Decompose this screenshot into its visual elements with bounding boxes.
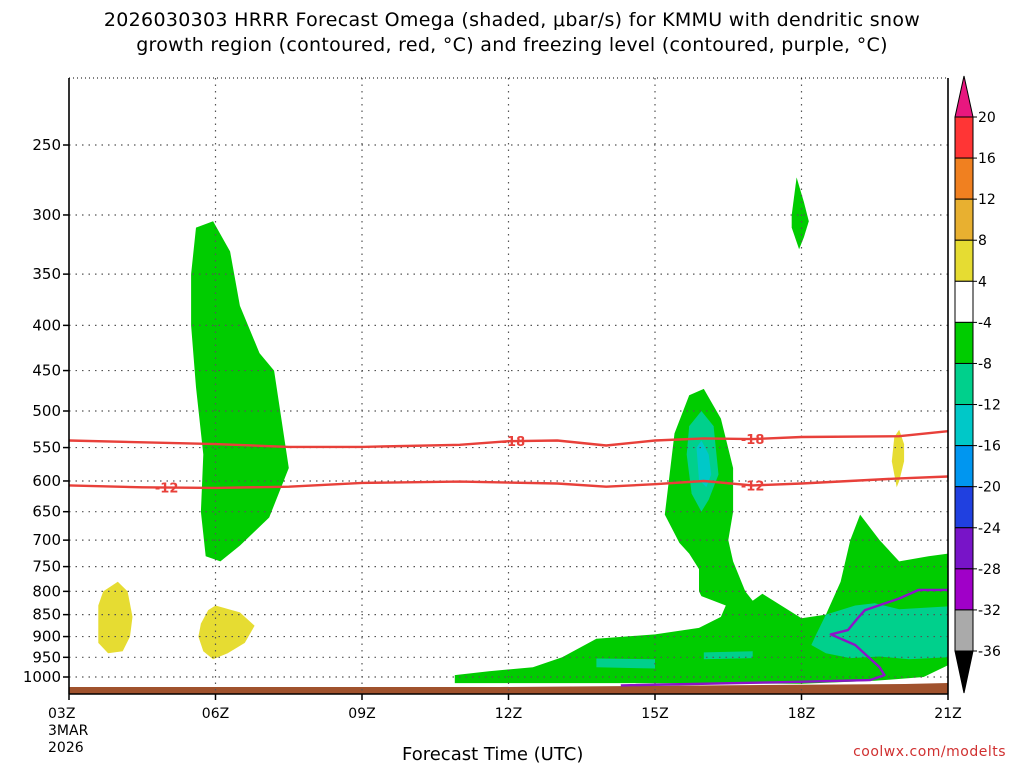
title-line-2: growth region (contoured, red, °C) and f… [136, 34, 888, 56]
colorbar-label-2: 12 [978, 192, 996, 208]
colorbar-label-13: -36 [978, 644, 1001, 660]
contour-label--18-1: -18 [741, 433, 765, 448]
watermark: coolwx.com/modelts [853, 744, 1006, 760]
colorbar-swatch-6 [954, 362, 974, 406]
x-tick-label-09Z: 09Z [348, 706, 375, 722]
y-tick-label-350: 350 [32, 265, 61, 283]
x-tick-label-03Z: 03Z [48, 706, 75, 722]
y-tick-label-400: 400 [32, 316, 61, 334]
colorbar-label-3: 8 [978, 233, 987, 249]
y-tick-label-450: 450 [32, 362, 61, 380]
x-tick-label-21Z: 21Z [934, 706, 961, 722]
colorbar-swatch-8 [954, 445, 974, 488]
ground-strip [69, 683, 948, 694]
shaded-region-teal-19-21Z [811, 603, 948, 660]
colorbar-swatch-1 [954, 157, 974, 200]
shaded-region-green-0608Z-mid [191, 221, 289, 562]
x-tick-date: 3MAR [48, 723, 89, 739]
colorbar-swatch-11 [954, 568, 974, 611]
colorbar-bottom-arrow [954, 650, 974, 694]
y-tick-label-550: 550 [32, 439, 61, 457]
colorbar-label-0: 20 [978, 110, 996, 126]
colorbar-swatch-12 [954, 609, 974, 652]
colorbar: 20 16 12 8 4 -4 -8 -12 -16 -20 -24 -28 -32 -36 [954, 75, 1001, 694]
y-tick-label-750: 750 [32, 558, 61, 576]
colorbar-label-12: -32 [978, 603, 1001, 619]
shaded-region-teal-16-17Z-low [703, 651, 753, 660]
x-tick-label-06Z: 06Z [202, 706, 229, 722]
y-tick-label-500: 500 [32, 402, 61, 420]
y-axis-ticks: 250 300 350 400 450 500 550 600 650 700 750 800 850 9… [23, 136, 69, 686]
colorbar-top-arrow [954, 75, 974, 118]
contour-dgz--18C [68, 430, 949, 449]
contour-freezing-level-0C [620, 588, 948, 687]
y-tick-label-850: 850 [32, 606, 61, 624]
colorbar-label-9: -20 [978, 480, 1001, 496]
contour-label--12-0: -12 [155, 482, 179, 497]
colorbar-label-5: -4 [978, 315, 992, 331]
x-tick-year: 2026 [48, 740, 84, 756]
colorbar-label-7: -12 [978, 398, 1001, 414]
contour-label--18-0: -18 [502, 435, 526, 450]
x-tick-label-12Z: 12Z [495, 706, 522, 722]
chart-title: 2026030303 HRRR Forecast Omega (shaded, … [0, 8, 1024, 58]
shaded-region-yellow-06-07Z [198, 605, 255, 660]
y-tick-label-600: 600 [32, 472, 61, 490]
colorbar-label-10: -24 [978, 521, 1001, 537]
x-tick-label-18Z: 18Z [788, 706, 815, 722]
shaded-region-yellow-20Z [891, 429, 905, 488]
shaded-region-green-15-17Z [454, 388, 948, 684]
colorbar-swatch-7 [954, 404, 974, 447]
colorbar-swatch-2 [954, 198, 974, 241]
shaded-region-green-18Z-upper [791, 177, 809, 250]
contour-label--12-1: -12 [741, 479, 765, 494]
ground-layer [69, 683, 948, 694]
shaded-region-teal-14Z-low [596, 658, 655, 669]
colorbar-swatch-5 [954, 321, 974, 364]
colorbar-label-4: 4 [978, 274, 987, 290]
colorbar-label-11: -28 [978, 562, 1001, 578]
contour-lines: -18 -18 -12 -12 [68, 430, 949, 687]
shaded-regions [98, 177, 948, 684]
colorbar-swatch-10 [954, 527, 974, 570]
y-tick-label-250: 250 [32, 136, 61, 154]
title-line-1: 2026030303 HRRR Forecast Omega (shaded, … [103, 9, 921, 31]
colorbar-label-6: -8 [978, 356, 992, 372]
colorbar-swatch-0 [954, 116, 974, 159]
shaded-region-yellow-04Z [98, 581, 133, 654]
y-tick-label-800: 800 [32, 582, 61, 600]
y-tick-label-900: 900 [32, 628, 61, 646]
x-axis-label: Forecast Time (UTC) [402, 744, 584, 765]
y-tick-label-1000: 1000 [23, 668, 61, 686]
shaded-region-cyan-16Z-mid [696, 440, 712, 488]
colorbar-label-1: 16 [978, 151, 996, 167]
y-tick-label-300: 300 [32, 206, 61, 224]
colorbar-swatch-9 [954, 486, 974, 529]
y-tick-label-700: 700 [32, 531, 61, 549]
x-tick-label-15Z: 15Z [641, 706, 668, 722]
colorbar-swatch-4 [954, 280, 974, 323]
contour-dgz--12C [68, 475, 949, 490]
colorbar-label-8: -16 [978, 439, 1001, 455]
y-tick-label-650: 650 [32, 503, 61, 521]
colorbar-swatch-3 [954, 239, 974, 282]
y-tick-label-950: 950 [32, 648, 61, 666]
